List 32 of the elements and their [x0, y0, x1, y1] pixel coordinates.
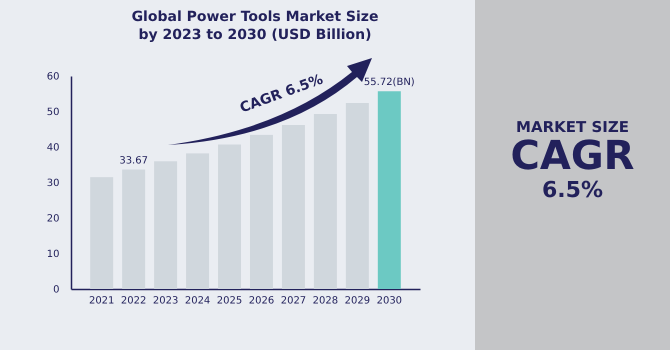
x-tick-label: 2030	[376, 296, 402, 306]
data-label: 55.72(BN)	[364, 77, 415, 88]
data-label: 33.67	[119, 155, 148, 166]
y-tick-label: 40	[46, 142, 60, 154]
bar	[154, 161, 178, 289]
bar	[218, 144, 242, 289]
chart-title: Global Power Tools Market Size by 2023 to 2030 (USD Billion)	[130, 8, 380, 44]
y-tick-label: 10	[46, 249, 60, 260]
y-tick-label: 0	[53, 284, 60, 296]
bar	[122, 169, 146, 289]
x-tick-label: 2026	[248, 296, 274, 306]
annotation: CAGR 6.5%	[238, 72, 326, 116]
x-tick-label: 2023	[152, 296, 178, 306]
y-tick-label: 60	[46, 72, 60, 82]
y-tick-label: 50	[46, 107, 60, 118]
x-tick-label: 2022	[120, 296, 146, 306]
bar	[346, 102, 369, 289]
y-tick-label: 20	[46, 214, 60, 224]
x-tick-label: 2028	[312, 296, 338, 306]
bar	[90, 177, 114, 289]
bar	[250, 134, 273, 289]
bar	[282, 124, 305, 289]
bar	[186, 153, 210, 289]
x-tick-label: 2029	[344, 296, 370, 306]
text: 6.5%	[540, 178, 604, 203]
x-tick-label: 2025	[216, 296, 242, 306]
bar	[314, 114, 337, 289]
x-tick-label: 2021	[88, 296, 114, 306]
bar	[378, 91, 401, 289]
y-tick-label: 30	[46, 178, 60, 189]
x-tick-label: 2024	[184, 296, 210, 306]
x-tick-label: 2027	[280, 296, 306, 306]
